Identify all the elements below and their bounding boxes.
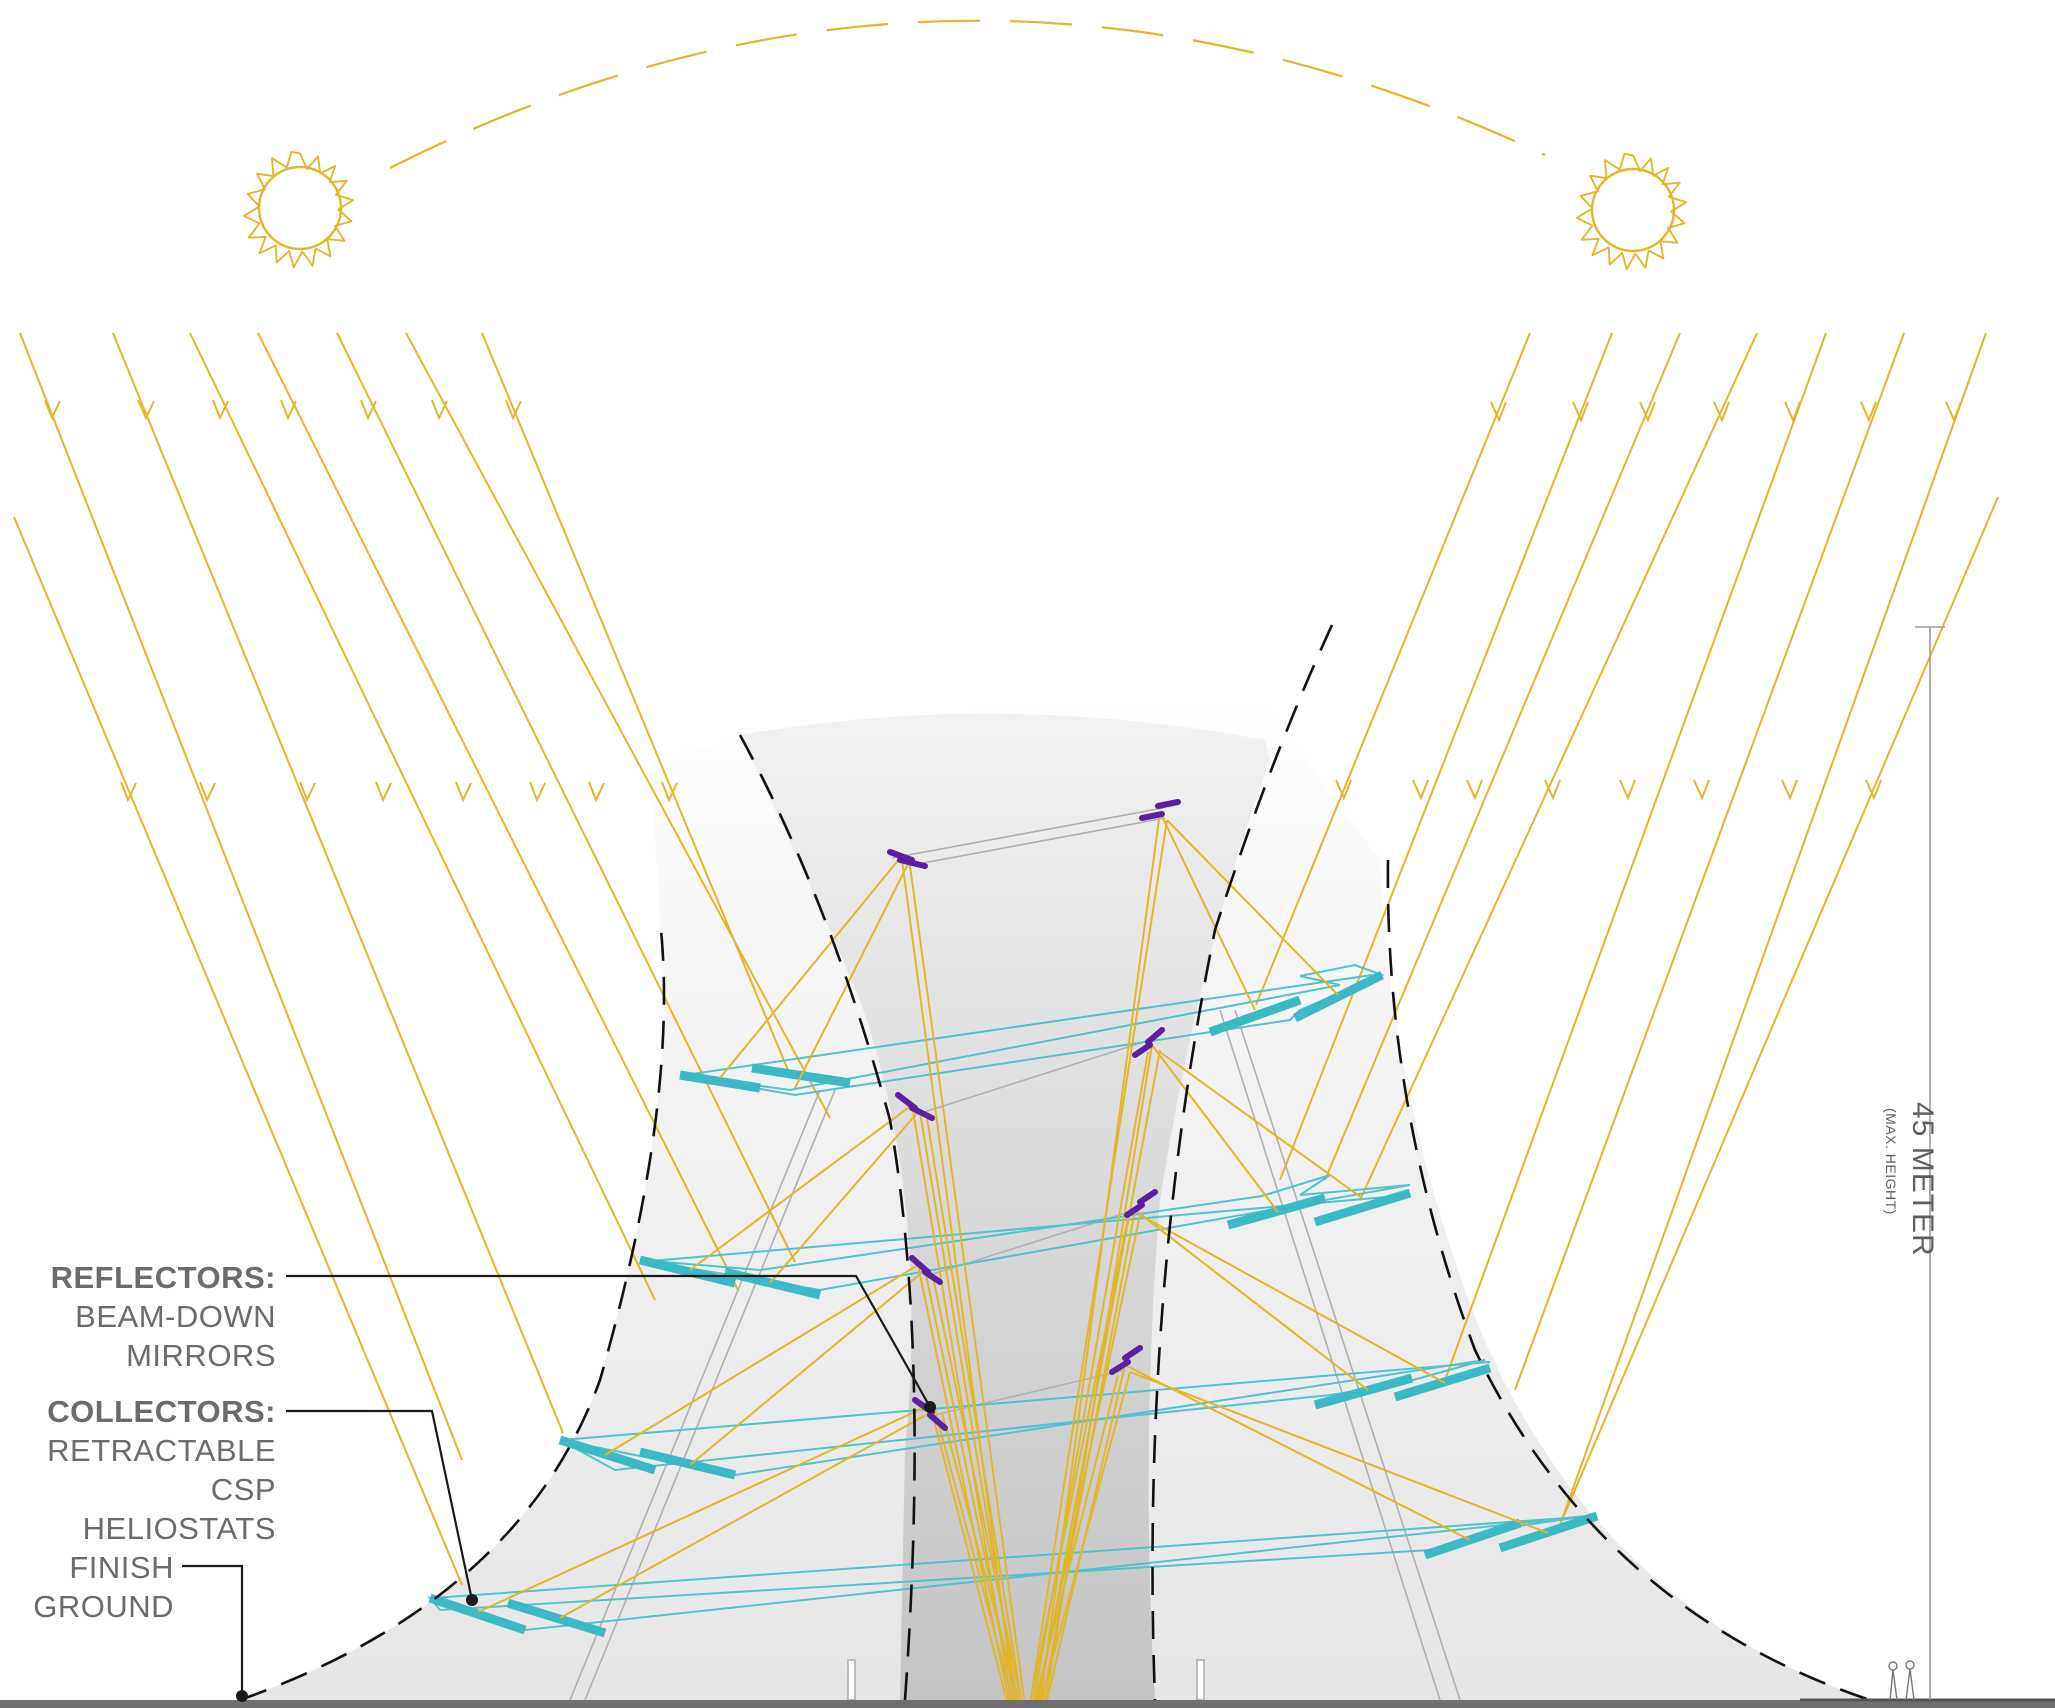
height-sub-label: (MAX. HEIGHT) <box>1883 1108 1899 1215</box>
leader-dots <box>236 1401 936 1702</box>
beam-down-rays <box>901 811 1168 1706</box>
reflectors-label: REFLECTORS: BEAM-DOWN MIRRORS <box>40 1258 276 1375</box>
collectors-line2: CSP HELIOSTATS <box>82 1472 276 1546</box>
inner-cone-shade <box>740 713 1270 1700</box>
incoming-rays-right <box>1255 332 1999 1526</box>
reflectors-title: REFLECTORS: <box>50 1260 276 1295</box>
sun-icon-left <box>242 150 354 269</box>
ground-line <box>0 1700 2055 1708</box>
reflectors-line1: BEAM-DOWN <box>75 1299 276 1334</box>
envelope-profile-dashes <box>239 624 1871 1702</box>
sun-path-arc <box>389 19 1546 169</box>
sun-icon-right <box>1575 152 1688 271</box>
human-figure-icon <box>1888 1660 1915 1701</box>
finish-line1: FINISH <box>69 1550 174 1585</box>
beam-down-mirrors <box>887 799 1181 1431</box>
collectors-title: COLLECTORS: <box>47 1394 276 1429</box>
reflected-rays <box>477 811 1549 1619</box>
label-leaders <box>182 1274 931 1696</box>
collectors-label: COLLECTORS: RETRACTABLE CSP HELIOSTATS <box>20 1392 276 1548</box>
incoming-rays-left <box>13 332 831 1586</box>
height-main-label: 45 METER <box>1906 1102 1939 1257</box>
reflectors-line2: MIRRORS <box>126 1338 276 1373</box>
height-dimension <box>1915 626 1945 1700</box>
finish-line2: GROUND <box>33 1589 174 1624</box>
collectors-line1: RETRACTABLE <box>47 1433 276 1468</box>
finish-ground-label: FINISH GROUND <box>10 1548 174 1626</box>
